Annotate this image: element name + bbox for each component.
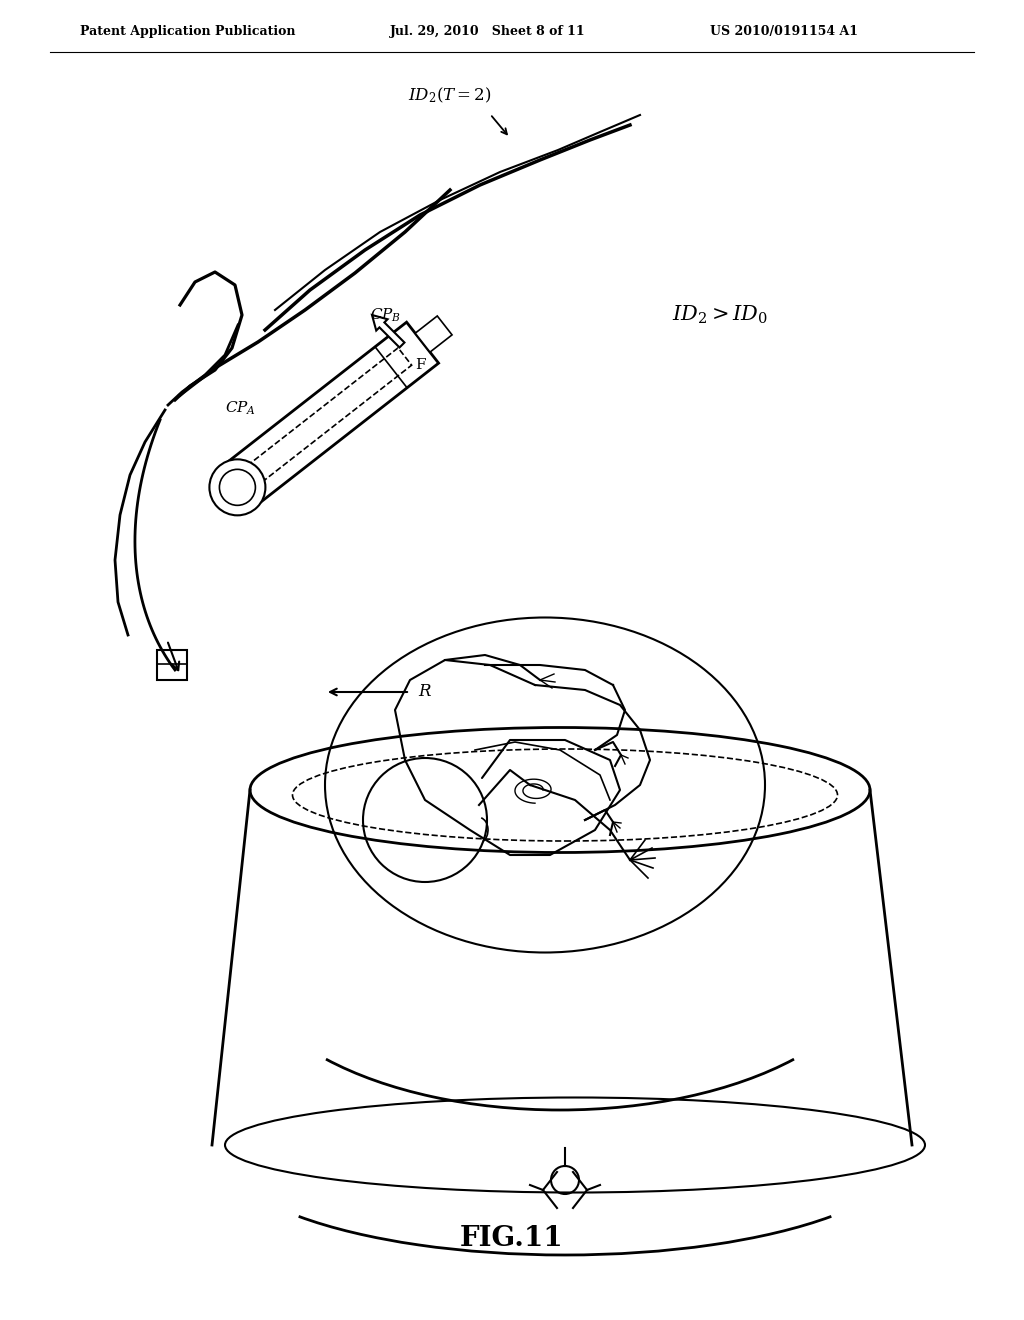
FancyArrow shape — [372, 315, 404, 347]
Text: FIG.11: FIG.11 — [460, 1225, 564, 1251]
Text: $ID_2 > ID_0$: $ID_2 > ID_0$ — [672, 304, 768, 326]
Polygon shape — [415, 315, 452, 352]
Text: $CP_B$: $CP_B$ — [370, 306, 401, 323]
Text: Jul. 29, 2010   Sheet 8 of 11: Jul. 29, 2010 Sheet 8 of 11 — [390, 25, 586, 38]
Text: $CP_A$: $CP_A$ — [225, 399, 256, 417]
Text: $ID_2(T=2)$: $ID_2(T=2)$ — [409, 86, 492, 106]
Polygon shape — [157, 649, 187, 680]
Text: R: R — [418, 684, 430, 701]
Text: US 2010/0191154 A1: US 2010/0191154 A1 — [710, 25, 858, 38]
Polygon shape — [221, 322, 438, 508]
Text: Patent Application Publication: Patent Application Publication — [80, 25, 296, 38]
Circle shape — [210, 459, 265, 515]
Text: F: F — [415, 358, 425, 372]
